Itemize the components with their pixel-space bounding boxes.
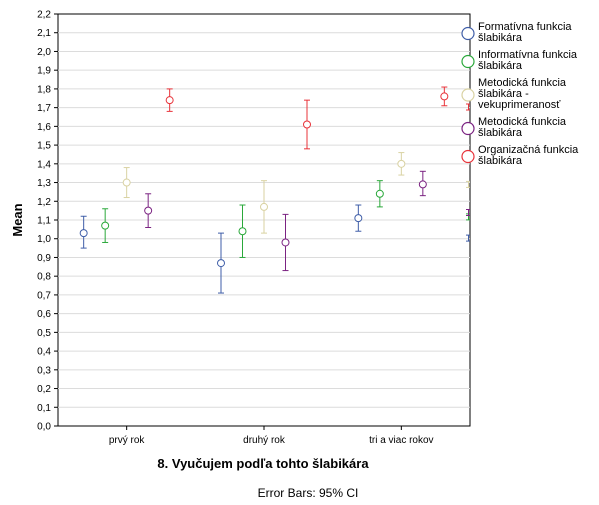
- legend-label: šlabikára: [478, 32, 523, 44]
- legend-label: šlabikára: [478, 155, 523, 167]
- x-axis-label: 8. Vyučujem podľa tohto šlabikára: [157, 456, 369, 471]
- mean-marker: [397, 159, 406, 168]
- mean-marker: [165, 96, 174, 105]
- gridlines: [58, 32, 470, 408]
- legend-label: Formatívna funkcia: [478, 21, 572, 33]
- legend-marker: [461, 121, 475, 136]
- mean-marker: [79, 229, 88, 238]
- mean-marker: [354, 214, 363, 223]
- y-tick-label: 0,9: [37, 253, 51, 264]
- legend-label: Metodická funkcia: [478, 116, 567, 128]
- y-tick-label: 1,2: [37, 197, 51, 208]
- mean-marker: [144, 206, 153, 215]
- legend-label: šlabikára: [478, 60, 523, 72]
- y-tick-label: 0,8: [37, 272, 51, 283]
- mean-marker: [101, 221, 110, 230]
- y-tick-label: 0,3: [37, 365, 51, 376]
- mean-marker: [303, 120, 311, 129]
- y-tick-label: 1,3: [37, 178, 51, 189]
- legend-label: vekuprimeranosť: [478, 99, 561, 111]
- mean-marker: [122, 178, 131, 187]
- y-tick-label: 0,7: [37, 290, 51, 301]
- y-tick-label: 0,2: [37, 384, 51, 395]
- legend-marker: [461, 26, 475, 41]
- y-tick-label: 0,1: [37, 403, 51, 414]
- mean-marker: [217, 259, 225, 268]
- legend-label: Metodická funkcia: [478, 77, 567, 89]
- x-tick-label: tri a viac rokov: [369, 435, 433, 446]
- y-tick-label: 1,1: [37, 216, 51, 227]
- legend-label: Informatívna funkcia: [478, 49, 578, 61]
- y-tick-label: 1,7: [37, 103, 51, 114]
- mean-marker: [440, 92, 449, 101]
- y-tick-label: 2,1: [37, 28, 51, 39]
- x-tick-label: druhý rok: [243, 435, 286, 446]
- y-tick-label: 2,2: [37, 10, 51, 21]
- y-tick-label: 1,6: [37, 122, 51, 133]
- y-tick-label: 0,6: [37, 309, 51, 320]
- y-tick-label: 1,4: [37, 159, 51, 170]
- series-marks: [79, 86, 449, 294]
- x-axis-ticks: prvý rok druhý rok tri a viac rokov: [109, 426, 434, 446]
- mean-marker: [238, 227, 247, 236]
- y-tick-label: 1,9: [37, 66, 51, 77]
- mean-marker: [375, 189, 384, 198]
- y-tick-label: 2,0: [37, 47, 51, 58]
- error-bars-footnote: Error Bars: 95% CI: [258, 486, 359, 500]
- y-tick-label: 1,0: [37, 234, 51, 245]
- y-tick-label: 0,0: [37, 422, 51, 433]
- legend-marker: [461, 149, 475, 164]
- mean-marker: [418, 180, 427, 189]
- y-axis-ticks: 0,0 0,1 0,2 0,3 0,4 0,5 0,6 0,7 0,8 0,9 1,0 1,1 1,2 1…: [37, 10, 58, 433]
- legend-label: šlabikára: [478, 127, 523, 139]
- legend-label: Organizačná funkcia: [478, 144, 579, 156]
- legend-marker: [461, 54, 475, 69]
- y-tick-label: 0,4: [37, 347, 51, 358]
- y-axis-label: Mean: [10, 203, 25, 236]
- legend: Formatívna funkciašlabikáraInformatívna …: [461, 21, 579, 167]
- mean-marker: [260, 202, 268, 211]
- right-edge-marks: [466, 103, 470, 242]
- mean-marker: [281, 238, 290, 247]
- y-tick-label: 1,8: [37, 84, 51, 95]
- y-tick-label: 0,5: [37, 328, 51, 339]
- x-tick-label: prvý rok: [109, 435, 146, 446]
- legend-marker: [461, 88, 475, 102]
- y-tick-label: 1,5: [37, 141, 51, 152]
- legend-label: šlabikára -: [478, 88, 529, 100]
